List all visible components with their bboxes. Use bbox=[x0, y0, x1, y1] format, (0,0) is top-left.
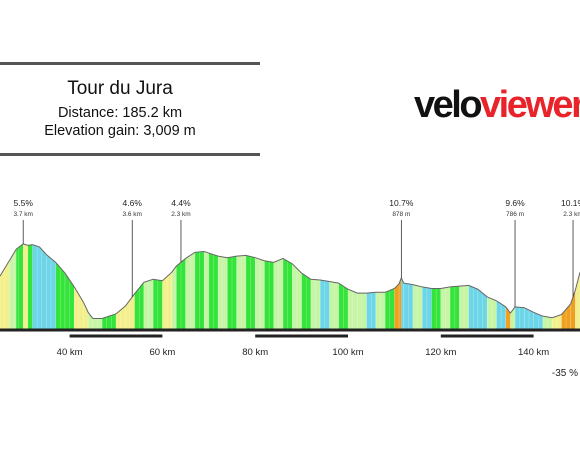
veloviewer-logo: veloviewer bbox=[414, 86, 580, 124]
climb-gradient-label: 10.1% bbox=[561, 198, 580, 208]
profile-segment bbox=[185, 252, 195, 330]
profile-segment bbox=[496, 300, 506, 330]
route-distance: Distance: 185.2 km bbox=[57, 105, 183, 121]
profile-segment bbox=[218, 256, 228, 330]
profile-segment bbox=[92, 318, 103, 330]
profile-segment bbox=[515, 306, 525, 330]
profile-segment bbox=[357, 293, 367, 330]
profile-segment bbox=[366, 292, 376, 330]
profile-segment bbox=[394, 283, 400, 330]
profile-segment bbox=[273, 258, 284, 330]
profile-segment bbox=[134, 282, 144, 330]
profile-segment bbox=[292, 263, 302, 330]
profile-segment bbox=[399, 277, 402, 330]
climb-length-label: 2.3 km bbox=[563, 211, 580, 218]
profile-segment bbox=[176, 258, 186, 330]
profile-segment bbox=[542, 316, 553, 330]
profile-segment bbox=[64, 273, 75, 330]
profile-segment bbox=[102, 313, 116, 330]
profile-segment bbox=[487, 296, 497, 330]
profile-segment bbox=[401, 277, 404, 330]
profile-segment bbox=[533, 312, 543, 330]
profile-segment bbox=[524, 307, 534, 330]
profile-segment bbox=[450, 286, 460, 330]
climb-gradient-label: 5.5% bbox=[14, 198, 34, 208]
profile-segment bbox=[310, 279, 321, 330]
profile-segment bbox=[208, 253, 219, 330]
profile-segment bbox=[255, 257, 265, 330]
profile-segment bbox=[301, 273, 311, 330]
climb-length-label: 3.6 km bbox=[122, 211, 142, 218]
profile-segment bbox=[88, 312, 93, 330]
profile-outline bbox=[0, 243, 580, 319]
x-tick-label: 120 km bbox=[425, 347, 456, 358]
profile-segment bbox=[204, 251, 209, 330]
profile-segment bbox=[171, 266, 177, 330]
profile-segment bbox=[245, 255, 256, 330]
profile-segment bbox=[27, 244, 33, 330]
profile-segment bbox=[329, 281, 339, 330]
legend-min-label: -35 % bbox=[552, 368, 578, 379]
profile-segment bbox=[412, 284, 423, 330]
profile-segment bbox=[153, 279, 163, 330]
x-tick-label: 140 km bbox=[518, 347, 549, 358]
profile-segment bbox=[264, 260, 274, 330]
profile-segment bbox=[23, 243, 28, 330]
x-tick-label: 80 km bbox=[242, 347, 268, 358]
profile-segment bbox=[0, 260, 10, 330]
profile-segment bbox=[227, 256, 237, 330]
title-top-rule bbox=[0, 62, 260, 65]
climb-gradient-label: 4.6% bbox=[123, 198, 143, 208]
profile-segment bbox=[505, 306, 511, 330]
profile-segment bbox=[422, 286, 432, 330]
profile-segment bbox=[125, 293, 135, 330]
logo-velo: velo bbox=[414, 84, 483, 126]
profile-segment bbox=[459, 285, 469, 330]
profile-segment bbox=[83, 302, 89, 330]
profile-segment bbox=[348, 289, 358, 330]
profile-segment bbox=[236, 255, 246, 330]
profile-segment bbox=[431, 288, 441, 330]
climb-length-label: 786 m bbox=[506, 211, 524, 218]
title-box: Tour du Jura Distance: 185.2 km Elevatio… bbox=[0, 62, 260, 156]
elevation-profile-chart: 40 km 60 km 80 km 100 km 120 km 140 km 5.5% 3.7… bbox=[0, 198, 580, 379]
profile-segment bbox=[375, 292, 386, 330]
climb-gradient-label: 9.6% bbox=[505, 198, 525, 208]
climb-length-label: 3.7 km bbox=[13, 211, 33, 218]
logo-viewer: viewer bbox=[480, 84, 580, 126]
profile-segment bbox=[468, 285, 478, 330]
profile-segment bbox=[338, 283, 348, 330]
profile-segment bbox=[283, 258, 293, 330]
climb-length-label: 2.3 km bbox=[171, 211, 191, 218]
profile-segment bbox=[561, 303, 571, 330]
profile-segment bbox=[46, 254, 56, 330]
profile-segment bbox=[570, 290, 576, 330]
x-tick-label: 40 km bbox=[57, 347, 83, 358]
title-bottom-rule bbox=[0, 153, 260, 156]
profile-segment bbox=[9, 249, 17, 330]
profile-segment bbox=[55, 262, 65, 330]
route-elevation-gain: Elevation gain: 3,009 m bbox=[44, 123, 196, 139]
profile-segment bbox=[403, 283, 413, 330]
profile-segment bbox=[143, 279, 154, 330]
profile-segment bbox=[32, 244, 40, 330]
profile-segment bbox=[477, 289, 488, 330]
climb-gradient-label: 10.7% bbox=[389, 198, 414, 208]
x-tick-label: 100 km bbox=[332, 347, 363, 358]
profile-segment bbox=[552, 314, 562, 330]
profile-segment bbox=[510, 306, 516, 330]
climb-length-label: 878 m bbox=[392, 211, 410, 218]
profile-segment bbox=[39, 246, 47, 330]
profile-segment bbox=[74, 286, 84, 330]
x-tick-label: 60 km bbox=[149, 347, 175, 358]
route-title: Tour du Jura bbox=[67, 78, 173, 99]
profile-segment bbox=[162, 272, 172, 330]
profile-segment bbox=[16, 243, 24, 330]
profile-segment bbox=[440, 286, 451, 330]
profile-segment bbox=[320, 280, 330, 330]
profile-segment bbox=[385, 288, 395, 330]
climb-gradient-label: 4.4% bbox=[171, 198, 191, 208]
profile-segment bbox=[194, 251, 205, 330]
